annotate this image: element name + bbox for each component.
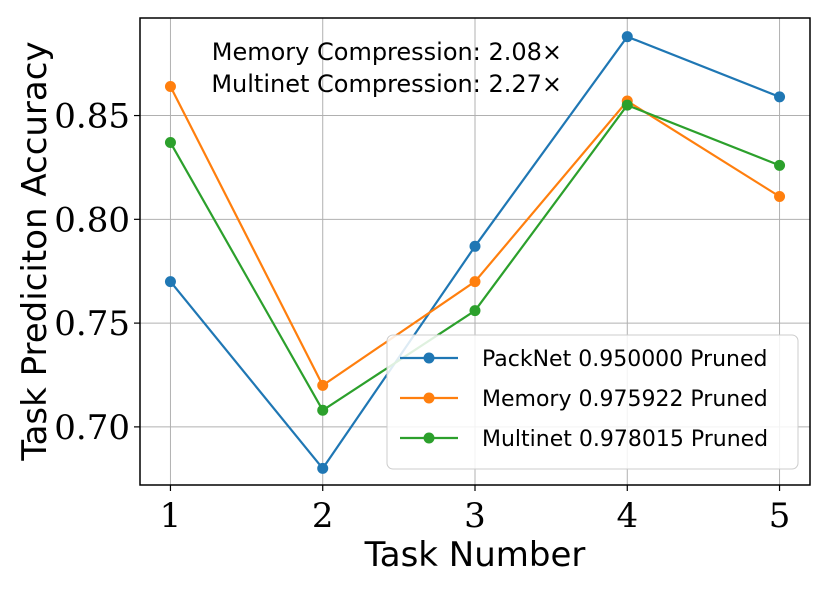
data-point (317, 404, 329, 416)
x-axis-title: Task Number (364, 535, 586, 575)
legend-entry: Memory 0.975922 Pruned (400, 387, 768, 412)
legend-marker (423, 352, 435, 364)
annotation-multinet-compression: Multinet Compression: 2.27× (211, 70, 562, 98)
y-axis-title: Task Prediciton Accuracy (15, 41, 55, 461)
data-point (164, 137, 176, 149)
legend-label: Multinet 0.978015 Pruned (482, 427, 768, 452)
legend-label: PackNet 0.950000 Pruned (482, 347, 767, 372)
legend-entry: PackNet 0.950000 Pruned (400, 347, 767, 372)
series-3 (164, 99, 786, 416)
legend-box (386, 334, 799, 470)
y-tick-label: 0.85 (54, 97, 130, 137)
series-1 (164, 31, 786, 474)
legend: PackNet 0.950000 Pruned Memory 0.975922 P… (386, 334, 799, 470)
legend-label: Memory 0.975922 Pruned (482, 387, 768, 412)
axis-ticks: 1 2 3 4 5 0.70 0.75 0.80 0.85 (54, 97, 790, 536)
series-layer (164, 31, 786, 474)
annotation-memory-compression: Memory Compression: 2.08× (212, 38, 562, 66)
data-point (621, 31, 633, 43)
data-point (469, 240, 481, 252)
data-point (621, 99, 633, 111)
legend-entry: Multinet 0.978015 Pruned (400, 427, 768, 452)
y-tick-label: 0.70 (54, 408, 130, 448)
data-point (774, 159, 786, 171)
data-point (774, 190, 786, 202)
x-tick-label: 1 (160, 496, 182, 536)
data-point (469, 276, 481, 288)
data-point (774, 91, 786, 103)
y-tick-label: 0.80 (54, 200, 130, 240)
legend-marker (423, 432, 435, 444)
y-tick-label: 0.75 (54, 304, 130, 344)
data-point (469, 305, 481, 317)
data-point (317, 462, 329, 474)
x-tick-label: 3 (464, 496, 486, 536)
data-point (164, 80, 176, 92)
x-tick-label: 4 (616, 496, 638, 536)
data-point (164, 276, 176, 288)
data-point (317, 379, 329, 391)
legend-marker (423, 392, 435, 404)
x-tick-label: 2 (312, 496, 334, 536)
x-tick-label: 5 (769, 496, 791, 536)
